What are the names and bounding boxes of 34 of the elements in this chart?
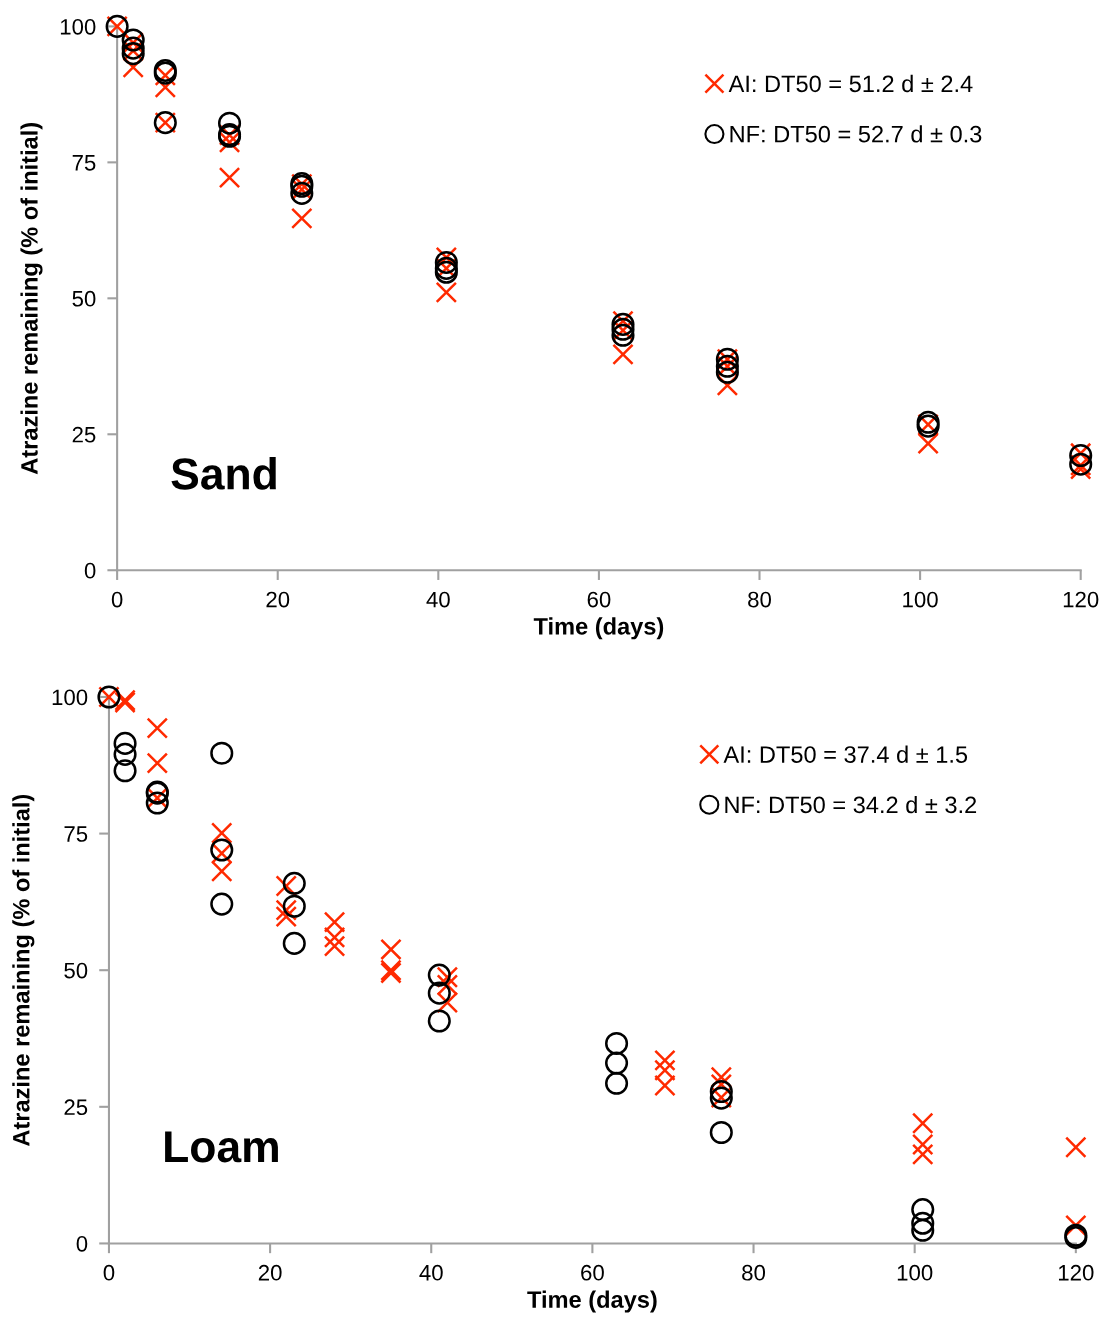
x-tick-label: 0 (103, 1264, 115, 1281)
x-tick-label: 100 (903, 591, 938, 608)
annotation: Loam (165, 1131, 278, 1163)
y-axis-title: Atrazine remaining (% of initial) (12, 794, 35, 1147)
y-tick-label: 50 (72, 290, 96, 307)
x-tick-label: 80 (748, 591, 771, 608)
y-tick-label: 75 (64, 826, 88, 842)
x-tick-label: 40 (419, 1264, 443, 1281)
x-tick-label: 120 (1063, 591, 1099, 608)
legend-label: AI: DT50 = 51.2 d ± 2.4 (728, 74, 973, 93)
legend-label: AI: DT50 = 37.4 d ± 1.5 (723, 745, 968, 763)
x-tick-label: 60 (587, 591, 611, 608)
y-tick-label: 100 (60, 18, 96, 35)
x-tick-label: 100 (897, 1264, 933, 1281)
x-tick-label: 0 (111, 591, 123, 608)
x-tick-label: 20 (258, 1264, 282, 1281)
x-tick-label: 60 (581, 1264, 604, 1281)
y-tick-label: 25 (72, 426, 96, 443)
legend-label: NF: DT50 = 52.7 d ± 0.3 (730, 125, 982, 143)
y-tick-label: 25 (64, 1099, 88, 1116)
y-tick-label: 75 (72, 155, 96, 171)
y-tick-label: 100 (52, 689, 88, 706)
x-tick-label: 20 (266, 591, 290, 608)
x-tick-label: 40 (426, 591, 450, 608)
legend-label: NF: DT50 = 34.2 d ± 3.2 (725, 795, 977, 814)
annotation: Sand (171, 457, 276, 490)
x-tick-label: 80 (742, 1264, 766, 1281)
y-tick-label: 50 (64, 962, 88, 979)
x-axis-title: Time (days) (527, 1290, 657, 1313)
x-tick-label: 120 (1058, 1264, 1094, 1281)
y-axis-title: Atrazine remaining (% of initial) (20, 123, 43, 475)
y-tick-label: 0 (84, 562, 96, 579)
x-axis-title: Time (days) (533, 617, 664, 640)
y-tick-label: 0 (76, 1235, 88, 1252)
